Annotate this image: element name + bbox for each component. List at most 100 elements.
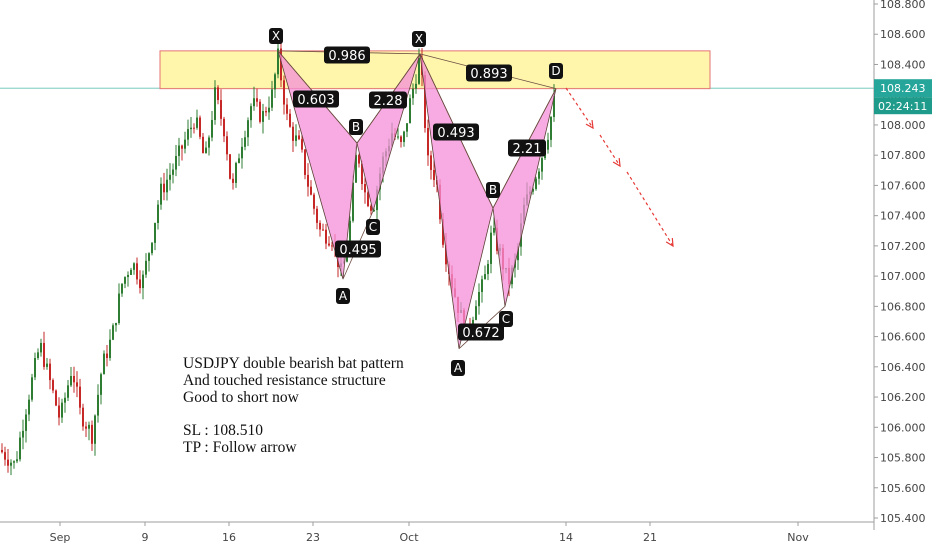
p1-c-label-bg [366, 219, 380, 235]
candle-body [535, 178, 537, 189]
candle-body [550, 117, 552, 140]
y-tick-label: 107.200 [880, 240, 926, 253]
candle-body [442, 219, 444, 245]
candle-body [118, 293, 120, 324]
candle-body [397, 136, 399, 138]
candle-body [328, 243, 330, 246]
candle-body [232, 178, 234, 183]
candle-body [157, 204, 159, 223]
candle-body [109, 339, 111, 358]
annotation-line: TP : Follow arrow [183, 439, 297, 456]
candle-body [211, 119, 213, 138]
candle-body [475, 306, 477, 320]
current-price-box [874, 79, 932, 98]
candle-body [22, 430, 24, 438]
candle-body [199, 117, 201, 137]
candle-body [151, 242, 153, 254]
arrow-segment [626, 171, 674, 247]
candle-body [82, 407, 84, 427]
y-tick-label: 107.600 [880, 179, 926, 192]
candle-body [190, 127, 192, 130]
resistance-zone-box [159, 50, 711, 90]
candle-body [169, 174, 171, 180]
candle-body [133, 263, 135, 270]
candle-body [37, 352, 39, 359]
candle-body [352, 182, 354, 221]
candle-body [130, 269, 132, 275]
p2-a-label-bg [451, 360, 465, 376]
p1-b-label: B [352, 120, 360, 134]
candle-body [16, 459, 18, 462]
candle-body [70, 376, 72, 386]
candle-body [280, 48, 282, 81]
candle-body [367, 192, 369, 207]
candle-body [49, 363, 51, 381]
candle-body [208, 137, 210, 148]
candle-body [184, 139, 186, 149]
candle-body [364, 184, 366, 193]
candle-body [172, 169, 174, 175]
candle-body [67, 385, 69, 398]
y-tick-label: 107.400 [880, 210, 926, 223]
y-tick-label: 108.000 [880, 119, 926, 132]
candle-body [223, 118, 225, 137]
pattern-labels: X A B C X A B C D 0.603 0.495 2.28 0.493 0.672 2.21 0.9… [269, 28, 563, 376]
annotation-line: Good to short now [183, 389, 300, 406]
x-tick-label: 16 [222, 531, 236, 544]
candle-body [325, 229, 327, 244]
candle-body [127, 274, 129, 278]
candle-body [301, 139, 303, 150]
candle-body [313, 194, 315, 209]
p1-ratio-xd-bg [324, 46, 370, 64]
candle-body [142, 274, 144, 289]
candle-body [322, 229, 324, 231]
candle-body [196, 117, 198, 128]
candle-body [415, 83, 417, 89]
candle-body [256, 98, 258, 102]
x-tick-label: Oct [399, 531, 419, 544]
candle-body [202, 136, 204, 154]
candle-body [400, 136, 402, 142]
countdown-label: 02:24:11 [878, 100, 927, 113]
candle-body [91, 424, 93, 444]
p2-ratio-bcd: 2.21 [513, 142, 542, 157]
candle-body [238, 158, 240, 164]
p1-ratio-bcd: 2.28 [374, 94, 403, 109]
candle-body [517, 246, 519, 261]
p1-ratio-xab-bg [293, 90, 339, 108]
candle-body [403, 131, 405, 142]
candle-body [58, 405, 60, 418]
candle-body [259, 101, 261, 122]
candle-body [538, 171, 540, 179]
candle-body [262, 111, 264, 122]
p1-x-label-bg [269, 28, 283, 44]
candle-body [187, 129, 189, 140]
candle-body [43, 342, 45, 367]
candle-body [481, 279, 483, 292]
p1-a-label-bg [336, 288, 350, 304]
x-tick-label: 9 [142, 531, 149, 544]
candle-body [409, 98, 411, 124]
candle-body [274, 74, 276, 90]
candle-body [541, 158, 543, 172]
p2-x-label-bg [412, 31, 426, 47]
candle-body [358, 155, 360, 164]
p2-b-label-bg [486, 182, 500, 198]
arrow-segment [599, 134, 621, 167]
candle-body [265, 111, 267, 113]
candle-body [94, 415, 96, 444]
candle-body [319, 222, 321, 230]
candle-body [424, 74, 426, 128]
candle-body [4, 452, 6, 460]
countdown-box [874, 97, 932, 115]
y-tick-label: 105.800 [880, 452, 926, 465]
candle-body [166, 179, 168, 193]
x-tick-label: Sep [50, 531, 71, 544]
candle-body [214, 87, 216, 120]
candle-body [217, 87, 219, 101]
resistance-zone [159, 50, 711, 90]
arrow-head [612, 157, 621, 168]
candle-body [40, 342, 42, 353]
